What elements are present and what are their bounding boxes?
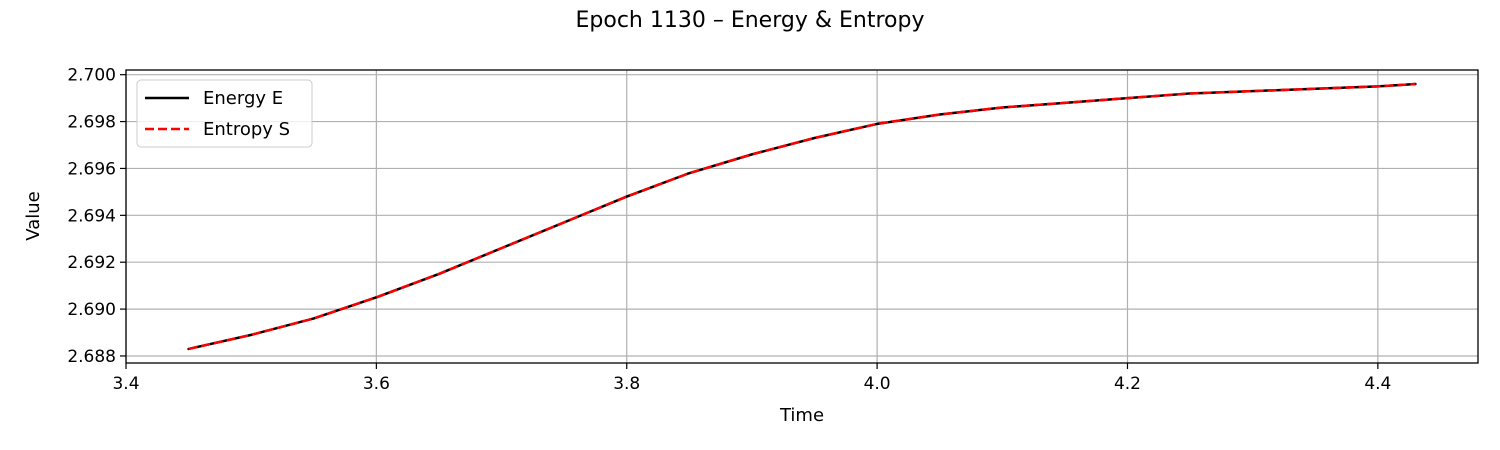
x-tick-label: 3.8 [613, 374, 640, 394]
y-tick-label: 2.692 [67, 253, 116, 273]
y-tick-label: 2.700 [67, 66, 116, 86]
plot-area [187, 82, 1417, 351]
y-tick-label: 2.694 [67, 206, 116, 226]
legend-label-energy: Energy E [203, 88, 283, 109]
y-tick-label: 2.696 [67, 159, 116, 179]
y-tick-label: 2.688 [67, 347, 116, 367]
series-line-entropy-s [188, 82, 1416, 351]
chart-title: Epoch 1130 – Energy & Entropy [576, 8, 925, 33]
x-tick-label: 4.0 [864, 374, 891, 394]
y-axis-label: Value [23, 191, 44, 240]
x-tick-label: 3.4 [112, 374, 139, 394]
x-tick-label: 4.4 [1364, 374, 1391, 394]
plot-frame [125, 69, 1479, 364]
legend-label-entropy: Entropy S [203, 119, 290, 140]
y-tick-label: 2.698 [67, 113, 116, 133]
x-tick-label: 4.2 [1114, 374, 1141, 394]
x-axis-label: Time [779, 405, 824, 426]
y-axis: 2.688 2.690 2.692 2.694 2.696 2.698 2.700 [67, 66, 126, 367]
x-axis: 3.4 3.6 3.8 4.0 4.2 4.4 [112, 363, 1391, 394]
grid [125, 70, 1478, 363]
y-tick-label: 2.690 [67, 300, 116, 320]
legend: Energy E Entropy S [136, 79, 313, 148]
x-tick-label: 3.6 [363, 374, 390, 394]
